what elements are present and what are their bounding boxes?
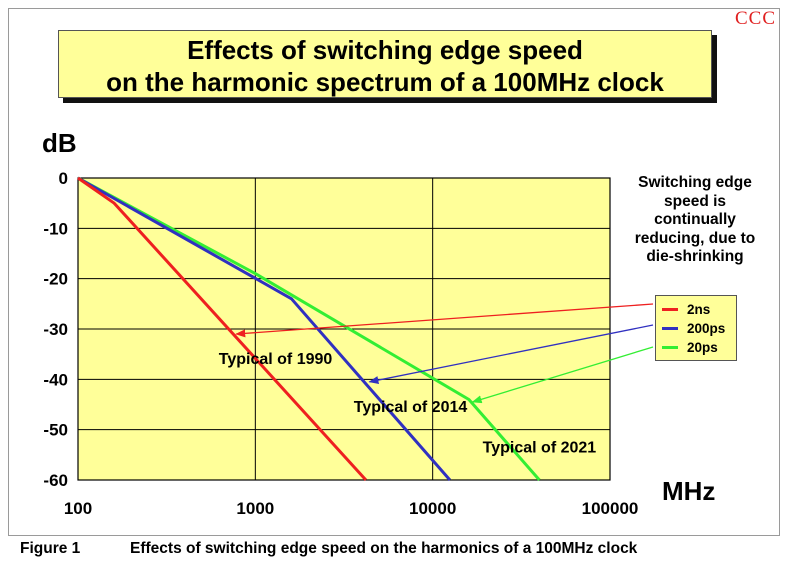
caption-text: Effects of switching edge speed on the h… xyxy=(130,540,638,557)
edge-speed-note: Switching edge speed is continually redu… xyxy=(610,174,780,267)
y-tick-label: -40 xyxy=(43,370,68,389)
legend-label-20ps: 20ps xyxy=(687,340,718,355)
series-line-20ps xyxy=(77,176,541,481)
watermark: CCC xyxy=(734,8,776,29)
note-line: die-shrinking xyxy=(646,248,744,265)
legend-swatch-20ps xyxy=(662,346,678,349)
legend-item-200ps: 200ps xyxy=(662,319,736,338)
note-line: speed is xyxy=(663,192,727,210)
annotation-arrow-2ns xyxy=(235,303,654,338)
y-tick-label: -50 xyxy=(43,421,68,440)
y-tick-label: -30 xyxy=(43,320,68,339)
x-axis-label: MHz xyxy=(662,476,716,506)
legend-label-2ns: 2ns xyxy=(687,302,711,317)
annotation-label: Typical of 2014 xyxy=(354,399,468,416)
annotation-label: Typical of 1990 xyxy=(219,351,333,368)
series-line-2ns xyxy=(77,176,368,482)
legend-item-20ps: 20ps xyxy=(662,338,736,357)
series-line-200ps xyxy=(77,176,452,481)
x-tick-label: 10000 xyxy=(409,499,456,518)
caption-label: Figure 1 xyxy=(20,540,81,557)
annotation-arrow-20ps xyxy=(471,346,654,404)
legend-label-200ps: 200ps xyxy=(687,321,726,336)
x-tick-label: 100000 xyxy=(582,499,639,518)
y-tick-label: 0 xyxy=(59,169,68,188)
legend-swatch-200ps xyxy=(662,327,678,330)
annotation-label: Typical of 2021 xyxy=(483,439,597,456)
title-line-1: Effects of switching edge speed xyxy=(187,35,583,65)
y-tick-label: -60 xyxy=(43,471,68,490)
figure-caption: Figure 1 Effects of switching edge speed … xyxy=(20,540,637,558)
legend-item-2ns: 2ns xyxy=(662,300,736,319)
note-line: Switching edge xyxy=(638,174,752,191)
title-line-2: on the harmonic spectrum of a 100MHz clo… xyxy=(106,67,664,97)
chart-title: Effects of switching edge speed on the h… xyxy=(58,30,712,98)
y-tick-label: -10 xyxy=(43,219,68,238)
legend-swatch-2ns xyxy=(662,308,678,311)
annotation-arrow-200ps xyxy=(368,324,654,385)
x-tick-label: 100 xyxy=(64,499,92,518)
y-tick-label: -20 xyxy=(43,270,68,289)
note-line: reducing, due to xyxy=(634,229,756,247)
note-line: continually xyxy=(654,211,736,228)
y-axis-label: dB xyxy=(42,128,77,158)
legend: 2ns 200ps 20ps xyxy=(655,295,737,361)
x-tick-label: 1000 xyxy=(236,499,274,518)
